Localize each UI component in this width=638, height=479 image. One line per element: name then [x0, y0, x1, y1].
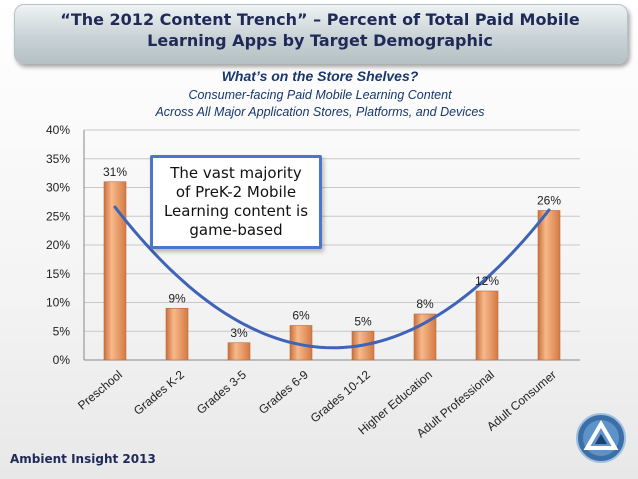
- triangle-logo-icon: [576, 413, 626, 463]
- y-tick-label: 5%: [53, 324, 71, 338]
- data-label: 5%: [354, 314, 372, 328]
- source-credit: Ambient Insight 2013: [10, 452, 156, 466]
- callout-box: The vast majority of PreK-2 Mobile Learn…: [150, 155, 322, 249]
- trend-line: [113, 205, 551, 350]
- chart-title: “The 2012 Content Trench” – Percent of T…: [60, 10, 580, 50]
- chart-description-1: Consumer-facing Paid Mobile Learning Con…: [188, 88, 452, 102]
- data-label: 26%: [537, 194, 561, 208]
- x-tick-label: Grades K-2: [131, 367, 187, 417]
- data-label: 31%: [103, 165, 127, 179]
- data-label: 9%: [168, 291, 186, 305]
- y-tick-label: 35%: [46, 152, 70, 166]
- x-tick-label: Grades 10-12: [308, 367, 373, 425]
- data-label: 12%: [475, 274, 499, 288]
- y-tick-label: 20%: [46, 238, 70, 252]
- y-tick-label: 25%: [46, 209, 70, 223]
- bar: [475, 290, 499, 361]
- y-tick-label: 40%: [46, 123, 70, 137]
- data-label: 8%: [416, 297, 434, 311]
- data-label: 3%: [230, 326, 248, 340]
- x-tick-label: Preschool: [75, 368, 125, 413]
- y-tick-label: 30%: [46, 181, 70, 195]
- bar: [413, 313, 437, 361]
- bar: [537, 210, 561, 361]
- y-tick-label: 0%: [53, 353, 71, 367]
- bar: [165, 307, 189, 361]
- data-label: 6%: [292, 309, 310, 323]
- x-tick-label: Grades 3-5: [194, 367, 249, 417]
- bar: [227, 342, 251, 361]
- bar: [103, 181, 127, 361]
- title-banner: [14, 4, 628, 64]
- chart-subtitle: What’s on the Store Shelves?: [221, 68, 419, 84]
- y-tick-label: 10%: [46, 296, 70, 310]
- y-tick-label: 15%: [46, 267, 70, 281]
- chart-description-2: Across All Major Application Stores, Pla…: [155, 105, 485, 119]
- x-tick-label: Grades 6-9: [256, 367, 311, 417]
